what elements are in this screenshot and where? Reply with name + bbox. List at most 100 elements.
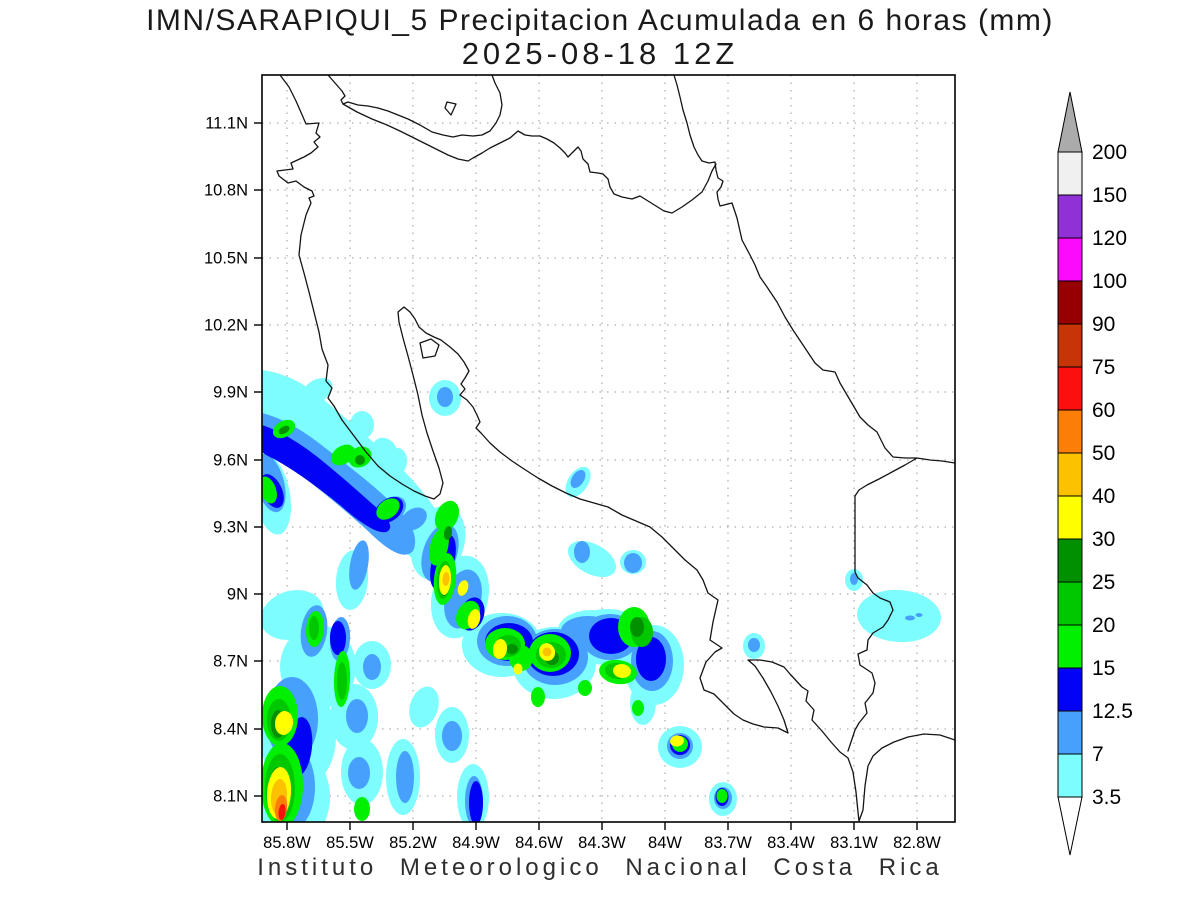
lon-tick-label: 83.7W [704, 834, 752, 852]
precip-blob [274, 711, 294, 735]
precip-blob [905, 615, 915, 621]
lon-tick-label: 83.4W [767, 834, 815, 852]
precip-blob [570, 469, 586, 489]
lake-nicaragua-shore [327, 75, 503, 138]
precip-blob [636, 637, 666, 681]
colorbar-segment [1057, 495, 1083, 540]
precip-blob [574, 541, 590, 563]
colorbar-segment [1057, 538, 1083, 583]
colorbar-label: 150 [1092, 184, 1127, 207]
isla-chira [419, 338, 440, 359]
map-frame [261, 74, 956, 823]
colorbar-segment [1057, 409, 1083, 454]
colorbar: 3.5 7 12.5 15 20 25 30 40 50 60 75 90 100 120 150 200 [1057, 91, 1133, 856]
colorbar-label: 100 [1092, 270, 1127, 293]
precip-blob [262, 425, 391, 533]
lon-tick-label: 84.3W [578, 834, 626, 852]
map-area [262, 75, 955, 822]
precip-blob [396, 751, 414, 803]
precip-blob [363, 654, 381, 680]
lake-island [444, 101, 457, 116]
lon-tick-label: 85.2W [389, 834, 437, 852]
colorbar-label: 75 [1092, 356, 1115, 379]
colorbar-segment [1057, 366, 1083, 411]
page-subtitle-datetime: 2025-08-18 12Z [461, 36, 739, 71]
colorbar-label: 40 [1092, 485, 1115, 508]
precip-blob [355, 455, 365, 465]
precip-blob [850, 573, 858, 585]
colorbar-segment [1057, 151, 1083, 196]
precip-blob [337, 662, 347, 700]
colorbar-label-top: 200 [1092, 141, 1127, 164]
border-river [342, 103, 717, 214]
lon-tick-label: 82.8W [893, 834, 941, 852]
precip-blob [350, 411, 374, 439]
precip-blob [567, 540, 617, 578]
lat-tick-label: 8.4N [213, 721, 248, 739]
precip-blob [716, 789, 728, 803]
precip-blob [492, 639, 508, 659]
precip-blob [578, 680, 592, 696]
precip-blob [531, 687, 545, 707]
lon-tick-label: 85.5W [326, 834, 374, 852]
pacific-coast [276, 75, 955, 822]
lat-tick-label: 10.5N [204, 250, 248, 268]
colorbar-label: 7 [1092, 743, 1104, 766]
lat-tick-label: 9.9N [213, 384, 248, 402]
lat-tick-label: 9.3N [213, 519, 248, 537]
precip-blob [262, 476, 277, 504]
colorbar-segment [1057, 452, 1083, 497]
colorbar-segment [1057, 753, 1083, 798]
institution-caption: Instituto Meteorologico Nacional Costa R… [257, 854, 943, 881]
lat-tick-label: 9.6N [213, 452, 248, 470]
lon-tick-label: 83.1W [830, 834, 878, 852]
precip-blob [857, 589, 941, 643]
precip-blob [630, 617, 644, 637]
precip-blob [330, 621, 346, 655]
precip-blob [632, 700, 644, 716]
colorbar-arrow-above-max [1057, 91, 1083, 153]
precip-blob [349, 540, 369, 590]
precip-blob [354, 797, 370, 821]
precip-blob [263, 391, 301, 423]
colorbar-label: 50 [1092, 442, 1115, 465]
colorbar-label: 30 [1092, 528, 1115, 551]
caribbean-coast [673, 75, 955, 464]
colorbar-label: 90 [1092, 313, 1115, 336]
precip-blob [434, 500, 460, 532]
precip-blob [469, 781, 483, 822]
colorbar-segment [1057, 280, 1083, 325]
precip-blob [409, 686, 439, 728]
lat-tick-label: 8.1N [213, 788, 248, 806]
colorbar-segment [1057, 624, 1083, 669]
colorbar-label: 12.5 [1092, 700, 1133, 723]
precip-blob [301, 378, 333, 404]
colorbar-label: 15 [1092, 657, 1115, 680]
precip-blob [389, 448, 407, 474]
precip-blob [613, 663, 631, 679]
precip-blob [376, 498, 400, 520]
precip-blob [542, 647, 552, 657]
panama-border [847, 457, 918, 752]
lat-tick-label: 9N [227, 586, 248, 604]
precip-blob [348, 757, 370, 789]
colorbar-label: 25 [1092, 571, 1115, 594]
precip-blob [442, 572, 450, 586]
precip-blob [346, 699, 368, 733]
colorbar-segment [1057, 237, 1083, 282]
precip-blob [748, 638, 760, 652]
precip-blob [506, 644, 518, 654]
colorbar-segment [1057, 323, 1083, 368]
precip-blob [467, 609, 481, 629]
lat-tick-label: 10.8N [204, 182, 248, 200]
lat-tick-label: 8.7N [213, 653, 248, 671]
colorbar-segment [1057, 667, 1083, 712]
lon-tick-label: 84.6W [515, 834, 563, 852]
precip-blob [437, 387, 453, 407]
lon-tick-label: 85.8W [263, 834, 311, 852]
colorbar-label: 60 [1092, 399, 1115, 422]
precip-blob [457, 580, 469, 596]
lat-tick-label: 10.2N [204, 317, 248, 335]
